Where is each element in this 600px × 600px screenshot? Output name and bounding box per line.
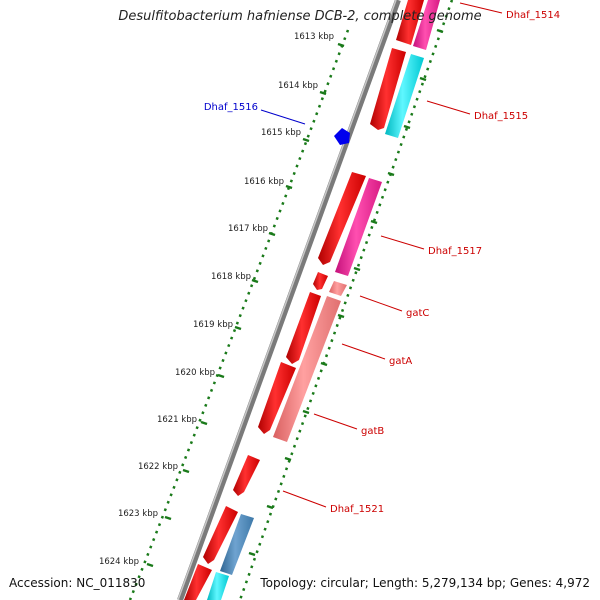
gene-dhaf-1515-cyan[interactable] (385, 54, 424, 138)
feature-label-dhaf-1515[interactable]: Dhaf_1515 (474, 111, 528, 122)
label-leaders (260, 2, 503, 508)
scale-track-outer (238, 0, 454, 600)
gene-lower-cyan[interactable] (207, 572, 229, 600)
feature-label-gatb[interactable]: gatB (361, 426, 384, 437)
gene-lower-red-1[interactable] (203, 506, 238, 564)
tick-label: 1616 kbp (244, 177, 284, 187)
gene-gatb-salmon[interactable] (273, 296, 341, 442)
feature-label-gata[interactable]: gatA (389, 356, 412, 367)
tick-label: 1617 kbp (228, 224, 268, 234)
tick-label: 1613 kbp (294, 32, 334, 42)
tick-label: 1619 kbp (193, 320, 233, 330)
feature-label-dhaf-1517[interactable]: Dhaf_1517 (428, 246, 482, 257)
tick-label: 1623 kbp (118, 509, 158, 519)
cds-track-forward (184, 0, 424, 600)
gene-lower-red-2[interactable] (184, 564, 212, 600)
gene-dhaf-1517-red[interactable] (318, 172, 366, 265)
genome-backbone-highlight (177, 0, 397, 600)
tick-label: 1622 kbp (138, 462, 178, 472)
feature-label-dhaf-1521[interactable]: Dhaf_1521 (330, 504, 384, 515)
tick-marks-inner (146, 42, 345, 568)
gene-gatc-salmon[interactable] (329, 281, 347, 296)
tick-label: 1615 kbp (261, 128, 301, 138)
gene-dhaf-1514-red[interactable] (396, 0, 424, 45)
gene-dhaf-1515-red[interactable] (370, 48, 406, 130)
gene-gata-red[interactable] (258, 362, 296, 434)
gene-small-red[interactable] (313, 272, 328, 290)
feature-label-dhaf-1516[interactable]: Dhaf_1516 (204, 102, 258, 113)
feature-label-dhaf-1514[interactable]: Dhaf_1514 (506, 10, 560, 21)
gene-dhaf-1514-pink[interactable] (413, 0, 440, 50)
accession-text: Accession: NC_011830 (9, 576, 146, 590)
gene-gatc-red[interactable] (286, 292, 321, 364)
gene-dhaf-1521-red[interactable] (233, 455, 260, 496)
gene-steel-blue[interactable] (220, 514, 254, 575)
scale-track-inner (128, 29, 350, 600)
feature-track-outer (207, 0, 440, 600)
genome-summary-text: Topology: circular; Length: 5,279,134 bp… (260, 576, 590, 590)
tick-label: 1621 kbp (157, 415, 197, 425)
gene-dhaf-1517-pink[interactable] (335, 178, 382, 276)
gene-dhaf-1516-blue[interactable] (334, 128, 350, 145)
tick-label: 1620 kbp (175, 368, 215, 378)
tick-label: 1614 kbp (278, 81, 318, 91)
tick-marks-outer (248, 28, 444, 557)
tick-label: 1618 kbp (211, 272, 251, 282)
tick-label: 1624 kbp (99, 557, 139, 567)
feature-label-gatc[interactable]: gatC (406, 308, 429, 319)
genome-backbone (177, 0, 401, 600)
map-title: Desulfitobacterium hafniense DCB-2, comp… (118, 9, 482, 24)
